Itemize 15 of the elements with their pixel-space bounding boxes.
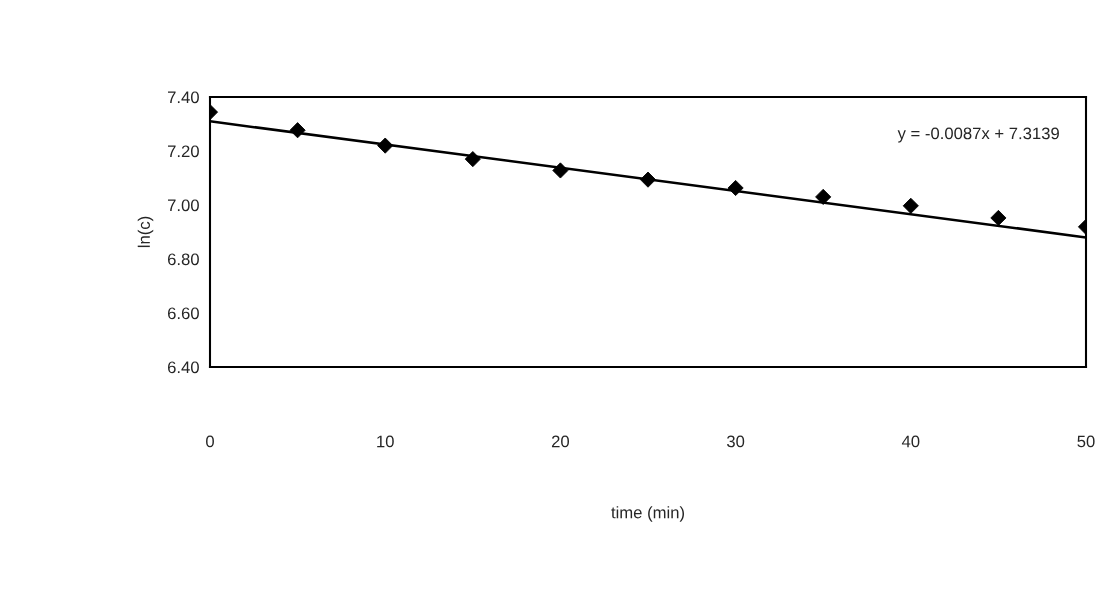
y-tick-label: 6.60 <box>167 307 199 320</box>
x-axis-title: time (min) <box>611 506 684 522</box>
x-tick-label: 30 <box>726 435 745 448</box>
x-tick-label: 40 <box>901 435 920 448</box>
x-tick-label: 10 <box>377 435 394 448</box>
y-tick-label: 6.40 <box>167 361 199 374</box>
y-tick-label: 7.20 <box>168 145 199 158</box>
y-tick-label: 7.00 <box>168 199 199 212</box>
y-axis-title: ln(c) <box>137 216 154 248</box>
x-tick-label: 50 <box>1077 435 1095 448</box>
x-tick-label: 20 <box>551 435 570 448</box>
y-tick-label: 6.80 <box>167 253 199 266</box>
y-tick-label: 7.40 <box>168 91 199 104</box>
x-tick-label: 0 <box>206 435 214 448</box>
annotation: y = -0.0087x + 7.3139 <box>897 127 1059 143</box>
